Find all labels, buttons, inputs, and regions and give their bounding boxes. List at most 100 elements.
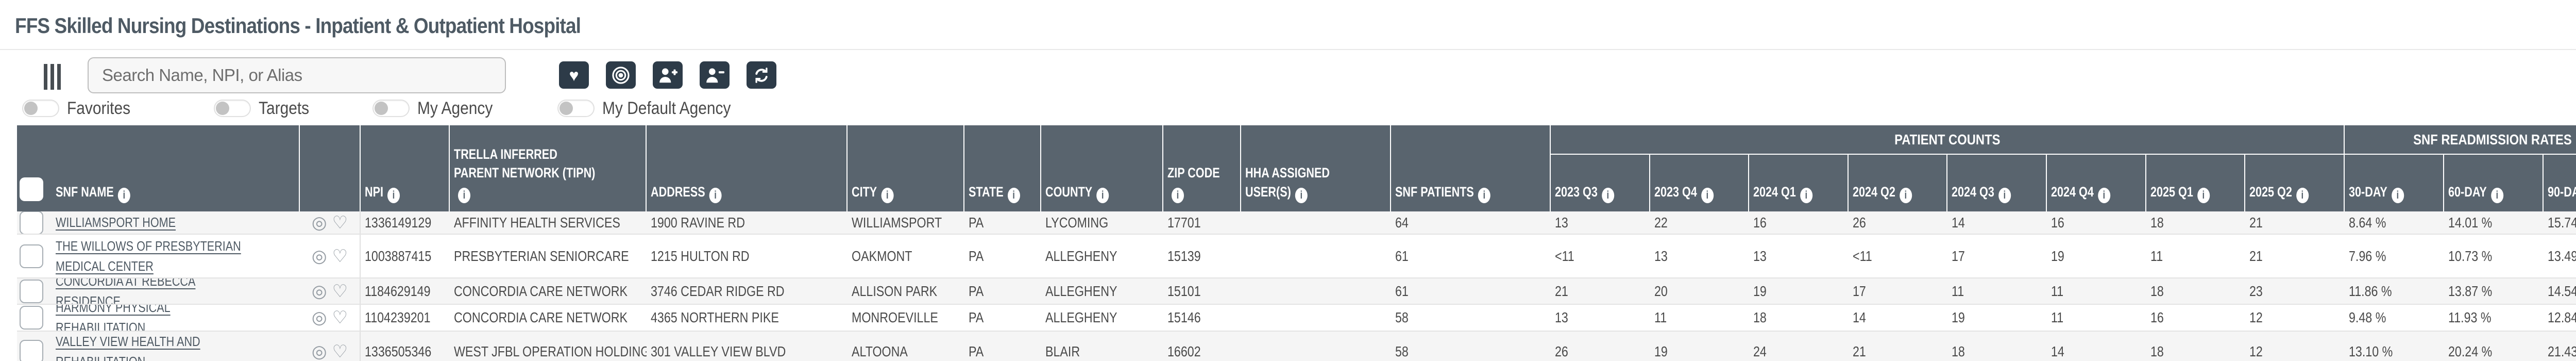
column-header-npi[interactable]: NPI i — [361, 125, 450, 211]
column-header-q_2024_q3[interactable]: 2024 Q3 i — [1947, 155, 2047, 211]
cell-snf_patients: 61 — [1391, 278, 1551, 304]
cell-day_90: 12.84 % — [2544, 305, 2576, 331]
row-checkbox[interactable] — [20, 306, 43, 330]
cell-tipn: PRESBYTERIAN SENIORCARE — [450, 235, 647, 277]
cell-npi: 1003887415 — [361, 235, 450, 277]
target-icon[interactable]: ◎ — [311, 212, 327, 233]
info-icon[interactable]: i — [2097, 188, 2110, 203]
unassign-user-button[interactable] — [700, 61, 730, 89]
column-header-county[interactable]: COUNTY i — [1041, 125, 1163, 211]
favorites-toggle[interactable] — [22, 100, 59, 117]
column-header-q_2025_q2[interactable]: 2025 Q2 i — [2245, 155, 2345, 211]
info-icon[interactable]: i — [881, 188, 894, 203]
snf-name-link[interactable]: HARMONY PHYSICAL REHABILITATION — [56, 305, 171, 331]
cell-q_2024_q3: 14 — [1947, 211, 2047, 234]
cell-q_2024_q1: 16 — [1749, 211, 1849, 234]
cell-zip: 15101 — [1163, 278, 1241, 304]
target-icon[interactable]: ◎ — [311, 281, 327, 301]
row-checkbox[interactable] — [20, 211, 43, 234]
select-all-checkbox[interactable] — [20, 177, 43, 201]
row-checkbox[interactable] — [20, 244, 43, 268]
info-icon[interactable]: i — [458, 188, 470, 203]
cell-day_60: 13.87 % — [2444, 278, 2544, 304]
column-header-day_60[interactable]: 60-DAY i — [2444, 155, 2544, 211]
info-icon[interactable]: i — [1295, 188, 1308, 203]
assign-user-button[interactable] — [653, 61, 683, 89]
info-icon[interactable]: i — [1478, 188, 1490, 203]
info-icon[interactable]: i — [1172, 188, 1184, 203]
info-icon[interactable]: i — [1800, 188, 1813, 203]
cell-day_30: 9.48 % — [2345, 305, 2444, 331]
info-icon[interactable]: i — [2391, 188, 2404, 203]
cell-q_2024_q3: 17 — [1947, 235, 2047, 277]
info-icon[interactable]: i — [1899, 188, 1912, 203]
column-header-city[interactable]: CITY i — [848, 125, 964, 211]
cell-value: 19 — [1753, 283, 1767, 299]
info-icon[interactable]: i — [117, 188, 130, 203]
cell-value: 1215 HULTON RD — [651, 248, 750, 264]
info-icon[interactable]: i — [1701, 188, 1714, 203]
cell-value: 18 — [2150, 214, 2164, 231]
target-icon[interactable]: ◎ — [311, 246, 327, 266]
info-icon[interactable]: i — [2296, 188, 2309, 203]
cell-value: 13.49 % — [2547, 248, 2576, 264]
row-checkbox[interactable] — [20, 279, 43, 303]
cell-value: 11.86 % — [2348, 283, 2392, 299]
column-header-q_2023_q3[interactable]: 2023 Q3 i — [1551, 155, 1650, 211]
column-header-snf_name[interactable]: SNF NAME i — [52, 125, 300, 211]
cell-value: 20.24 % — [2448, 343, 2493, 359]
target-icon[interactable]: ◎ — [311, 342, 327, 361]
my-default-agency-toggle[interactable] — [557, 100, 595, 117]
cell-value: 18 — [2150, 283, 2164, 299]
info-icon[interactable]: i — [2197, 188, 2210, 203]
info-icon[interactable]: i — [1096, 188, 1109, 203]
heart-icon[interactable]: ♡ — [332, 246, 348, 266]
column-header-zip[interactable]: ZIP CODEi — [1163, 125, 1241, 211]
column-header-label: 2024 Q2 i — [1853, 183, 1925, 203]
snf-name-link[interactable]: WILLIAMSPORT HOME — [56, 215, 176, 230]
info-icon[interactable]: i — [387, 188, 400, 203]
favorite-button[interactable]: ♥ — [559, 61, 589, 89]
heart-icon[interactable]: ♡ — [332, 212, 348, 233]
column-header-day_30[interactable]: 30-DAY i — [2345, 155, 2444, 211]
target-button[interactable] — [606, 61, 636, 89]
column-header-q_2024_q1[interactable]: 2024 Q1 i — [1749, 155, 1849, 211]
heart-icon[interactable]: ♡ — [332, 281, 348, 301]
target-icon[interactable]: ◎ — [311, 308, 327, 327]
info-icon[interactable]: i — [709, 188, 722, 203]
snf-name-link[interactable]: CONCORDIA AT REBECCA RESIDENCE — [56, 278, 196, 304]
search-input[interactable] — [88, 57, 506, 93]
cell-row_icons: ◎ ♡ — [300, 332, 361, 361]
column-header-state[interactable]: STATE i — [964, 125, 1041, 211]
info-icon[interactable]: i — [1998, 188, 2011, 203]
column-header-q_2024_q4[interactable]: 2024 Q4 i — [2047, 155, 2146, 211]
heart-icon[interactable]: ♡ — [332, 308, 348, 327]
column-header-q_2025_q1[interactable]: 2025 Q1 i — [2146, 155, 2246, 211]
drag-handle-icon[interactable] — [44, 64, 61, 90]
refresh-button[interactable] — [747, 61, 776, 89]
snf-name-link[interactable]: THE WILLOWS OF PRESBYTERIAN MEDICAL CENT… — [56, 238, 241, 274]
my-agency-toggle[interactable] — [372, 100, 410, 117]
cell-q_2023_q3: 13 — [1551, 305, 1650, 331]
snf-name-link[interactable]: VALLEY VIEW HEALTH AND REHABILITATION — [56, 334, 200, 361]
cell-q_2025_q2: 21 — [2245, 235, 2345, 277]
column-header-q_2024_q2[interactable]: 2024 Q2 i — [1849, 155, 1948, 211]
cell-value: 15146 — [1167, 309, 1201, 325]
info-icon[interactable]: i — [1007, 188, 1020, 203]
column-header-hha[interactable]: HHA ASSIGNED USER(S) i — [1241, 125, 1391, 211]
info-icon[interactable]: i — [1601, 188, 1614, 203]
cell-value: 17 — [1952, 248, 1965, 264]
targets-toggle[interactable] — [213, 100, 251, 117]
column-header-address[interactable]: ADDRESS i — [647, 125, 848, 211]
column-header-q_2023_q4[interactable]: 2023 Q4 i — [1650, 155, 1750, 211]
heart-icon[interactable]: ♡ — [332, 342, 348, 361]
cell-value: 17 — [1852, 283, 1866, 299]
info-icon[interactable]: i — [2490, 188, 2503, 203]
row-checkbox[interactable] — [20, 340, 43, 361]
cell-value: 58 — [1395, 309, 1409, 325]
cell-row_icons: ◎ ♡ — [300, 211, 361, 234]
cell-value: ALTOONA — [852, 343, 908, 359]
column-header-tipn[interactable]: TRELLA INFERRED PARENT NETWORK (TIPN)i — [450, 125, 647, 211]
column-header-snf_patients[interactable]: SNF PATIENTS i — [1391, 125, 1551, 211]
